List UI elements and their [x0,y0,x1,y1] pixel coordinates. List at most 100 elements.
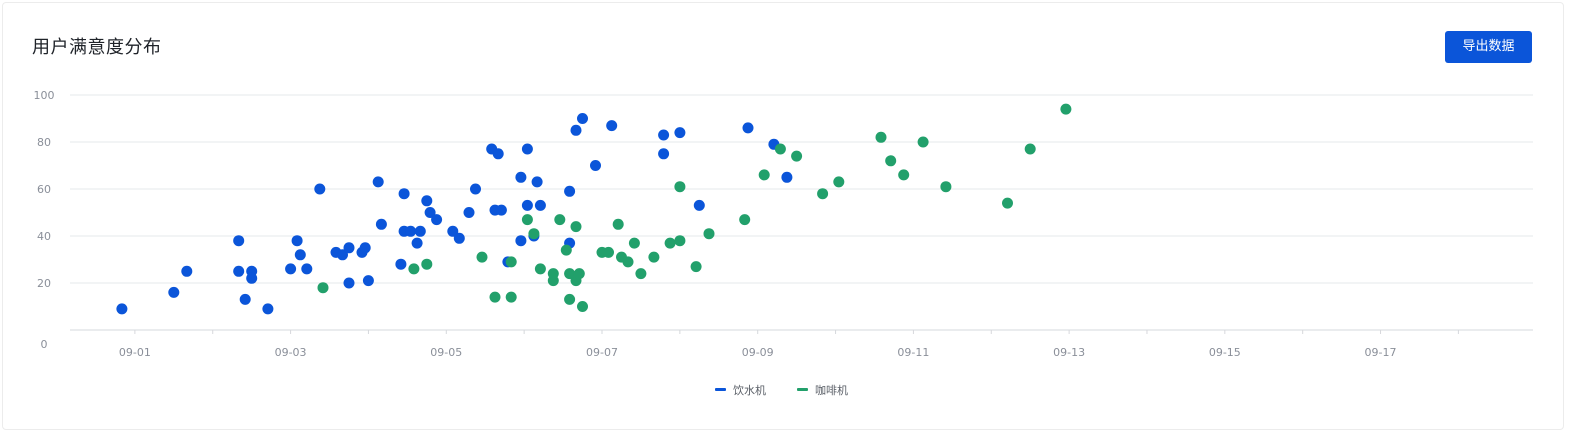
data-point[interactable] [262,303,274,315]
data-point[interactable] [411,237,423,249]
legend-item[interactable]: 饮水机 [715,383,766,397]
data-point[interactable] [431,214,443,226]
data-point[interactable] [395,258,407,270]
data-point[interactable] [421,195,433,207]
data-point[interactable] [463,207,475,218]
data-point[interactable] [453,232,465,244]
data-point[interactable] [414,225,426,237]
data-point[interactable] [817,188,829,200]
data-point[interactable] [674,181,686,193]
data-point[interactable] [648,251,660,263]
data-point[interactable] [405,225,417,237]
data-point[interactable] [421,258,433,270]
legend[interactable]: 饮水机 咖啡机 [715,383,848,397]
data-point[interactable] [521,143,533,155]
data-point[interactable] [739,214,751,226]
data-point[interactable] [564,293,576,305]
data-point[interactable] [791,150,803,162]
data-point[interactable] [560,244,572,256]
data-point[interactable] [1002,197,1013,209]
data-point[interactable] [547,268,559,280]
data-point[interactable] [528,228,540,240]
data-point[interactable] [398,188,410,200]
data-point[interactable] [447,225,459,237]
data-point[interactable] [476,251,488,263]
data-point[interactable] [658,129,670,141]
data-point[interactable] [570,221,582,233]
data-point[interactable] [658,148,670,160]
data-point[interactable] [515,171,527,183]
data-point[interactable] [674,235,686,247]
data-point[interactable] [554,214,566,226]
data-point[interactable] [635,268,647,280]
data-point[interactable] [622,256,634,268]
data-point[interactable] [168,286,180,298]
data-point[interactable] [424,207,436,218]
data-point[interactable] [495,204,507,216]
data-point[interactable] [515,235,527,247]
data-point[interactable] [521,214,533,226]
data-point[interactable] [875,131,887,143]
data-point[interactable] [674,127,686,139]
data-point[interactable] [521,199,533,211]
data-point[interactable] [233,235,245,247]
data-point[interactable] [359,242,371,254]
data-point[interactable] [577,113,588,124]
data-point[interactable] [408,263,420,275]
data-point[interactable] [314,183,326,195]
data-point[interactable] [294,249,306,261]
data-point[interactable] [940,181,952,193]
data-point[interactable] [774,143,786,155]
data-point[interactable] [285,263,297,275]
data-point[interactable] [291,235,303,247]
data-point[interactable] [492,148,504,160]
data-point[interactable] [606,120,618,132]
data-point[interactable] [885,155,897,167]
data-point[interactable] [534,199,546,211]
data-point[interactable] [375,218,387,230]
data-point[interactable] [489,291,501,303]
data-point[interactable] [239,293,251,305]
data-point[interactable] [664,237,676,249]
data-point[interactable] [317,282,329,294]
data-point[interactable] [758,169,770,181]
data-point[interactable] [898,169,910,181]
data-point[interactable] [570,124,582,136]
data-point[interactable] [372,176,384,188]
data-point[interactable] [337,249,348,261]
data-point[interactable] [612,218,624,230]
data-point[interactable] [590,160,601,171]
data-point[interactable] [343,277,355,289]
export-data-button[interactable]: 导出数据 [1445,31,1532,63]
data-point[interactable] [1060,103,1072,115]
y-tick-label: 20 [37,277,51,290]
data-point[interactable] [116,303,128,315]
data-point[interactable] [690,261,702,273]
data-point[interactable] [343,242,355,254]
data-point[interactable] [564,185,576,197]
data-point[interactable] [917,136,929,148]
data-point[interactable] [181,265,193,277]
data-point[interactable] [505,256,517,268]
data-point[interactable] [362,275,374,287]
data-point[interactable] [693,199,705,211]
data-point[interactable] [703,228,715,240]
data-point[interactable] [246,272,258,284]
data-point[interactable] [531,176,543,188]
data-point[interactable] [233,265,245,277]
data-point[interactable] [628,237,640,249]
data-point[interactable] [505,291,517,303]
data-point[interactable] [781,171,793,183]
data-point[interactable] [742,122,754,134]
y-tick-label: 0 [41,338,48,351]
data-point[interactable] [603,246,614,258]
data-point[interactable] [577,301,588,312]
data-point[interactable] [534,263,546,275]
legend-item[interactable]: 咖啡机 [797,383,848,397]
data-point[interactable] [564,268,576,280]
data-point[interactable] [470,183,481,195]
data-point[interactable] [573,268,585,280]
data-point[interactable] [833,176,845,188]
data-point[interactable] [301,263,313,275]
data-point[interactable] [1024,143,1036,155]
